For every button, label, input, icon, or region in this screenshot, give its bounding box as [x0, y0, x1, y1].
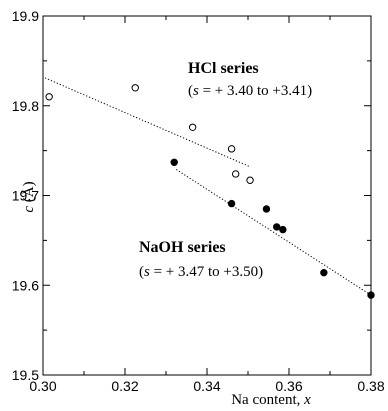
x-axis-title: Na content, x	[231, 392, 311, 408]
naoh-range-values: = + 3.47 to +3.50)	[150, 264, 263, 280]
trendlines	[44, 77, 372, 296]
trendline-naoh	[175, 169, 372, 296]
y-tick-label: 19.6	[12, 277, 39, 293]
hcl-range-open: (	[188, 83, 193, 99]
y-tick-label: 19.8	[12, 98, 39, 114]
data-points	[45, 84, 375, 299]
hcl-range-var: s	[193, 83, 199, 99]
naoh-series-range-label: (s = + 3.47 to +3.50)	[139, 264, 263, 280]
x-axis-title-var: x	[303, 392, 311, 408]
hcl-data-point	[246, 176, 254, 184]
x-tick-label: 0.38	[357, 378, 384, 394]
naoh-data-point	[262, 205, 271, 213]
x-tick-label: 0.30	[29, 378, 56, 394]
hcl-data-point	[232, 170, 240, 178]
hcl-series-range-label: (s = + 3.40 to +3.41)	[188, 83, 312, 99]
x-tick-label: 0.36	[275, 378, 302, 394]
hcl-data-point	[45, 93, 53, 101]
naoh-data-point	[279, 225, 287, 234]
hcl-data-point	[227, 145, 236, 153]
naoh-data-point	[320, 268, 328, 277]
axis-tick-labels: 0.30 0.32 0.34 0.36 0.38 19.5 19.6 19.7 19.8 19.9	[12, 8, 385, 394]
hcl-data-point	[188, 123, 197, 131]
hcl-data-point	[131, 84, 139, 92]
x-tick-label: 0.34	[193, 378, 220, 394]
axis-ticks	[42, 15, 372, 376]
y-axis-title-unit: (Å)	[21, 181, 37, 206]
naoh-data-point	[273, 223, 281, 231]
x-tick-label: 0.32	[111, 378, 138, 394]
naoh-data-point	[367, 291, 375, 299]
naoh-series-label: NaOH series	[139, 239, 226, 256]
hcl-series-label: HCl series	[188, 60, 259, 77]
hcl-range-values: = + 3.40 to +3.41)	[199, 83, 312, 99]
y-axis-title: c (Å)	[21, 181, 37, 212]
y-tick-label: 19.7	[12, 188, 39, 204]
naoh-data-point	[227, 199, 236, 208]
y-axis-title-var: c	[21, 206, 37, 213]
naoh-range-open: (	[139, 264, 144, 280]
naoh-data-point	[170, 158, 178, 166]
series-annotations: HCl series(s = + 3.40 to +3.41)NaOH seri…	[139, 60, 312, 280]
y-tick-label: 19.5	[12, 367, 39, 383]
x-axis-title-main: Na content,	[231, 392, 304, 408]
y-tick-label: 19.9	[12, 8, 39, 24]
trendline-hcl	[44, 77, 251, 168]
naoh-range-var: s	[144, 264, 150, 280]
